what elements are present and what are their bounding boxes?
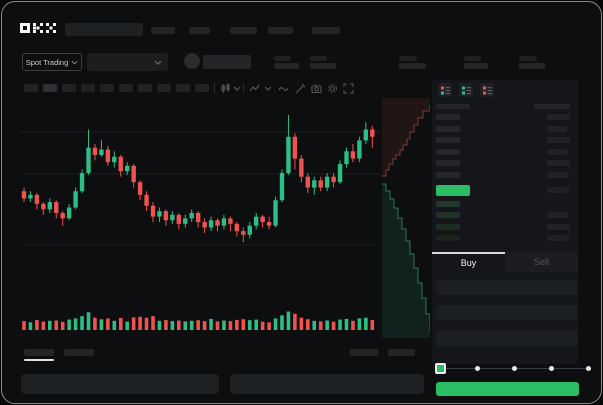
chevron-down-icon <box>154 60 162 65</box>
indicators-icon[interactable] <box>249 83 260 94</box>
bid-price-placeholder[interactable] <box>436 212 460 219</box>
ticker-stat-label-placeholder <box>310 56 327 61</box>
bottom-panel <box>230 374 424 394</box>
ask-price-placeholder[interactable] <box>436 137 460 143</box>
candle-style-icon[interactable] <box>220 83 231 94</box>
ticker-stat-value-placeholder <box>464 63 488 69</box>
market-type-label: Spot Trading <box>25 57 69 67</box>
orderbook-bids-icon <box>461 86 471 94</box>
bid-amount-placeholder <box>547 234 569 241</box>
last-amount-placeholder <box>547 187 569 193</box>
market-type-selector[interactable]: Spot Trading <box>22 53 82 71</box>
chevron-down-icon[interactable] <box>264 86 272 91</box>
bottom-tab-active[interactable] <box>24 349 54 356</box>
bid-amount-placeholder <box>547 212 568 219</box>
depth-chart <box>382 98 430 338</box>
timeframe-chip[interactable] <box>43 84 57 92</box>
ask-price-placeholder[interactable] <box>436 148 460 155</box>
ticker-stat-label-placeholder <box>274 56 291 61</box>
coin-avatar <box>184 53 200 69</box>
slider-stop[interactable] <box>549 366 554 371</box>
orderbook-asks-icon[interactable] <box>480 83 494 97</box>
slider-stop[interactable] <box>586 366 591 371</box>
ask-amount-placeholder <box>547 160 570 166</box>
bottom-action-placeholder[interactable] <box>350 349 378 356</box>
ask-amount-placeholder <box>547 125 567 132</box>
bid-price-placeholder[interactable] <box>436 201 460 207</box>
tab-buy[interactable]: Buy <box>432 252 505 272</box>
pair-name-placeholder[interactable] <box>203 55 251 69</box>
slider-handle[interactable] <box>435 363 446 374</box>
nav-item-placeholder[interactable] <box>151 27 175 34</box>
orderbook-col-header-price <box>436 104 470 109</box>
ticker-stat-label-placeholder <box>399 56 417 61</box>
line-style-icon[interactable] <box>278 85 289 93</box>
timeframe-chip[interactable] <box>100 84 114 92</box>
orderbook-asks-icon <box>482 86 492 94</box>
orderbook-col-header-amount <box>534 104 570 109</box>
chevron-down-icon <box>71 60 78 65</box>
bottom-tab[interactable] <box>64 349 94 356</box>
timeframe-chip[interactable] <box>24 84 38 92</box>
ask-amount-placeholder <box>547 148 568 155</box>
timeframe-chip[interactable] <box>195 84 209 92</box>
bid-price-placeholder[interactable] <box>436 223 460 230</box>
slider-stop[interactable] <box>512 366 517 371</box>
ticker-stat-label-placeholder <box>519 56 537 61</box>
order-amount-field[interactable] <box>436 305 578 320</box>
camera-icon[interactable] <box>311 83 322 94</box>
timeframe-chip[interactable] <box>138 84 152 92</box>
ticker-stat-value-placeholder <box>310 63 336 69</box>
ask-amount-placeholder <box>547 171 569 178</box>
candlestick-chart[interactable] <box>20 98 380 294</box>
timeframe-chip[interactable] <box>176 84 190 92</box>
nav-item-placeholder[interactable] <box>230 27 257 34</box>
chevron-down-icon[interactable] <box>233 86 241 91</box>
ask-price-placeholder[interactable] <box>436 160 460 166</box>
timeframe-chip[interactable] <box>81 84 95 92</box>
ticker-stat-label-placeholder <box>464 56 481 61</box>
order-price-field[interactable] <box>436 280 578 295</box>
settings-icon[interactable] <box>327 83 338 94</box>
toolbar-divider <box>243 83 244 93</box>
orderbook-both-icon[interactable] <box>438 83 452 97</box>
bid-amount-placeholder <box>547 223 570 230</box>
order-total-field[interactable] <box>436 330 578 347</box>
okx-logo[interactable] <box>20 23 56 34</box>
ticker-stat-value-placeholder <box>519 63 545 69</box>
bottom-panel <box>21 374 219 394</box>
ticker-stat-value-placeholder <box>274 63 299 69</box>
orderbook-bids-icon[interactable] <box>459 83 473 97</box>
tab-buy-label: Buy <box>460 258 477 268</box>
orderbook-both-icon <box>440 86 450 94</box>
ticker-stat-value-placeholder <box>399 63 426 69</box>
pair-dropdown[interactable] <box>87 53 168 71</box>
timeframe-chip[interactable] <box>157 84 171 92</box>
ask-price-placeholder[interactable] <box>436 114 460 120</box>
draw-icon[interactable] <box>295 83 306 94</box>
ask-amount-placeholder <box>547 114 570 120</box>
bottom-action-placeholder[interactable] <box>388 349 415 356</box>
nav-item-placeholder[interactable] <box>268 27 293 34</box>
ask-price-placeholder[interactable] <box>436 125 460 132</box>
tab-sell-label: Sell <box>533 257 549 267</box>
search-input[interactable] <box>65 23 143 36</box>
timeframe-chip[interactable] <box>119 84 133 92</box>
last-price-badge[interactable] <box>436 185 470 196</box>
buy-submit-button[interactable] <box>436 382 579 396</box>
bottom-tab-underline <box>24 359 54 361</box>
orderbook-panel <box>432 80 578 364</box>
fullscreen-icon[interactable] <box>343 83 354 94</box>
nav-item-placeholder[interactable] <box>189 27 210 34</box>
timeframe-chip[interactable] <box>62 84 76 92</box>
volume-chart <box>22 311 375 330</box>
ask-amount-placeholder <box>547 137 570 143</box>
ask-price-placeholder[interactable] <box>436 171 460 178</box>
tab-sell[interactable]: Sell <box>505 252 578 272</box>
toolbar-divider <box>214 83 215 93</box>
bid-price-placeholder[interactable] <box>436 234 460 241</box>
slider-stop[interactable] <box>475 366 480 371</box>
nav-item-placeholder[interactable] <box>312 27 340 34</box>
